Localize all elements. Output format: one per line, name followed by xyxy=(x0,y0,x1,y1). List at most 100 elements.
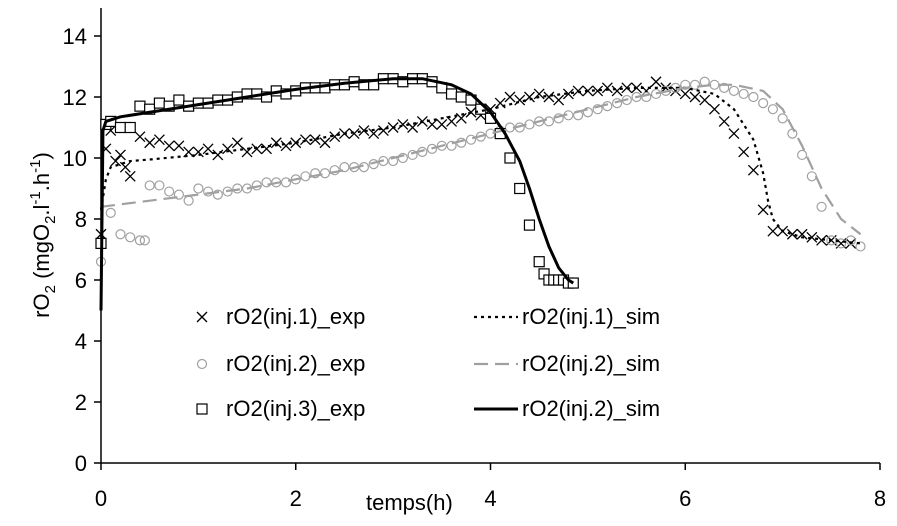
legend-item: rO2(inj.3)_exp xyxy=(196,396,365,421)
x-axis-title: temps(h) xyxy=(366,490,453,515)
data-point-x xyxy=(192,146,204,158)
data-point-square xyxy=(514,182,526,195)
data-point-x xyxy=(309,134,321,146)
data-point-x xyxy=(757,204,769,216)
data-point-circle xyxy=(368,159,379,170)
legend-item: rO2(inj.2)_exp xyxy=(196,351,365,376)
data-point-x xyxy=(718,115,730,127)
legend: rO2(inj.1)_exp rO2(inj.1)_sim rO2(inj.2)_e… xyxy=(196,304,660,421)
data-point-circle xyxy=(777,113,788,124)
data-point-x xyxy=(144,137,156,149)
legend-label: rO2(inj.2)_sim xyxy=(522,351,660,376)
data-point-x xyxy=(728,128,740,140)
data-point-x xyxy=(222,143,234,155)
data-point-x xyxy=(796,228,808,240)
y-axis-title-sup1: -1 xyxy=(27,191,44,204)
data-point-x xyxy=(786,228,798,240)
data-point-circle xyxy=(407,149,418,161)
data-point-circle xyxy=(806,171,817,182)
data-point-x xyxy=(767,225,779,237)
legend-label: rO2(inj.2)_sim xyxy=(522,396,660,421)
data-point-square xyxy=(533,256,545,268)
data-point-circle xyxy=(193,183,204,194)
data-point-square xyxy=(153,97,166,109)
x-tick-label: 0 xyxy=(95,486,107,511)
y-tick-label: 6 xyxy=(75,268,87,293)
data-point-x xyxy=(319,137,331,149)
y-tick-label: 0 xyxy=(75,451,87,476)
series-layer xyxy=(95,73,866,311)
data-point-x xyxy=(436,118,448,130)
data-point-x xyxy=(397,118,409,130)
data-point-circle xyxy=(826,235,837,246)
data-point-circle xyxy=(173,189,184,200)
data-point-x xyxy=(173,140,185,152)
data-point-x xyxy=(533,88,545,100)
data-point-x xyxy=(611,85,623,97)
legend-marker xyxy=(196,403,208,415)
data-point-circle xyxy=(582,107,593,118)
series-line-5 xyxy=(99,77,575,311)
data-point-square xyxy=(144,103,156,115)
data-point-circle xyxy=(689,79,701,90)
data-point-circle xyxy=(426,143,438,154)
y-axis-title-unit-sub: 2 xyxy=(42,216,59,224)
data-point-x xyxy=(455,112,467,124)
data-point-x xyxy=(153,134,165,146)
data-point-circle xyxy=(816,201,827,212)
data-point-x xyxy=(348,128,360,140)
data-point-x xyxy=(231,137,243,149)
data-point-x xyxy=(592,85,604,97)
data-point-circle xyxy=(300,171,311,182)
data-point-circle xyxy=(134,235,146,246)
data-point-circle xyxy=(650,88,662,100)
data-point-x xyxy=(562,88,574,100)
data-point-circle xyxy=(139,235,150,246)
data-point-circle xyxy=(280,177,292,188)
data-point-x xyxy=(358,125,370,137)
data-point-x xyxy=(377,125,389,137)
y-ticks: 0 2 4 6 8 10 12 14 xyxy=(63,24,101,476)
y-axis-title-unit-rest: .l xyxy=(29,205,54,216)
data-point-circle xyxy=(183,195,194,206)
data-point-circle xyxy=(251,180,262,191)
data-point-x xyxy=(280,140,292,152)
legend-label: rO2(inj.2)_exp xyxy=(226,351,365,376)
y-tick-label: 10 xyxy=(63,146,87,171)
data-point-circle xyxy=(845,235,856,246)
y-axis-title-mid: .h xyxy=(29,173,54,191)
data-point-square xyxy=(114,121,127,134)
series-2 xyxy=(95,73,579,289)
data-point-x xyxy=(110,155,122,167)
data-point-x xyxy=(251,143,263,155)
legend-label: rO2(inj.1)_exp xyxy=(226,304,365,329)
data-point-x xyxy=(650,76,662,88)
y-tick-label: 12 xyxy=(63,85,87,110)
data-point-x xyxy=(553,94,565,106)
data-point-x xyxy=(806,231,818,243)
data-point-circle xyxy=(222,186,233,197)
y-axis-title-unit: (mgO xyxy=(29,224,54,285)
data-point-square xyxy=(504,152,516,164)
legend-item: rO2(inj.1)_exp xyxy=(196,304,365,329)
x-tick-label: 2 xyxy=(290,486,302,511)
data-point-x xyxy=(523,91,535,103)
data-point-circle xyxy=(339,162,350,173)
data-point-circle xyxy=(767,104,778,115)
data-point-square xyxy=(455,91,467,103)
data-point-square xyxy=(260,91,273,103)
data-point-square xyxy=(163,100,175,112)
data-point-circle xyxy=(203,186,214,197)
legend-label: rO2(inj.1)_sim xyxy=(522,304,660,329)
data-point-x xyxy=(816,234,828,246)
data-point-x xyxy=(504,91,516,103)
x-tick-label: 8 xyxy=(874,486,886,511)
data-point-x xyxy=(241,146,253,158)
y-axis-title-close: ) xyxy=(29,152,54,159)
legend-marker xyxy=(196,311,208,323)
data-point-circle xyxy=(543,116,555,127)
y-axis-title-sub: 2 xyxy=(42,285,59,293)
data-point-x xyxy=(270,137,282,149)
data-point-x xyxy=(572,85,584,97)
